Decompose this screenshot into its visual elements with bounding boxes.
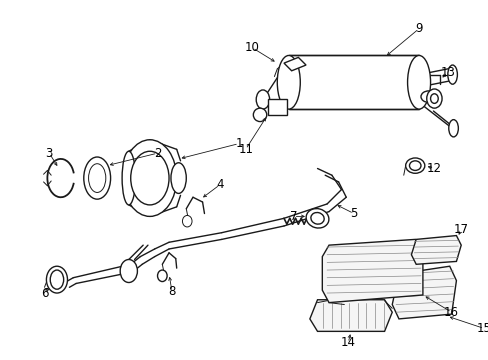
Ellipse shape <box>182 215 192 227</box>
Polygon shape <box>284 57 305 71</box>
Ellipse shape <box>448 120 457 137</box>
Ellipse shape <box>447 65 456 84</box>
Ellipse shape <box>426 89 441 108</box>
Ellipse shape <box>46 266 67 293</box>
Ellipse shape <box>120 260 137 283</box>
Ellipse shape <box>122 151 135 205</box>
Ellipse shape <box>123 140 176 216</box>
Ellipse shape <box>83 157 110 199</box>
Text: 8: 8 <box>168 285 175 298</box>
Polygon shape <box>322 239 422 303</box>
Text: 13: 13 <box>440 66 454 79</box>
Ellipse shape <box>50 270 63 289</box>
Text: 16: 16 <box>443 306 458 319</box>
Text: 3: 3 <box>45 147 53 160</box>
Ellipse shape <box>430 94 437 103</box>
Text: 14: 14 <box>340 336 355 349</box>
Ellipse shape <box>310 212 324 224</box>
Polygon shape <box>288 55 418 109</box>
Text: 12: 12 <box>426 162 441 175</box>
Text: 9: 9 <box>414 22 422 35</box>
Polygon shape <box>309 300 391 331</box>
Text: 11: 11 <box>238 143 253 156</box>
Text: 10: 10 <box>244 41 259 54</box>
Ellipse shape <box>407 55 430 109</box>
Ellipse shape <box>305 208 328 228</box>
Ellipse shape <box>408 161 420 170</box>
Polygon shape <box>267 99 286 115</box>
Text: 1: 1 <box>235 137 242 150</box>
Ellipse shape <box>256 90 269 109</box>
Ellipse shape <box>88 164 105 193</box>
Ellipse shape <box>130 151 169 205</box>
Text: 4: 4 <box>216 178 223 191</box>
Ellipse shape <box>405 158 424 173</box>
Ellipse shape <box>157 270 167 282</box>
Text: 5: 5 <box>349 207 357 220</box>
Text: 2: 2 <box>154 147 161 160</box>
Ellipse shape <box>253 108 266 122</box>
Text: 17: 17 <box>453 223 468 236</box>
Text: 6: 6 <box>41 287 48 300</box>
Ellipse shape <box>171 163 186 193</box>
Text: 7: 7 <box>289 210 297 223</box>
Polygon shape <box>410 235 460 264</box>
Ellipse shape <box>277 55 300 109</box>
Polygon shape <box>391 266 455 319</box>
Text: 15: 15 <box>476 322 488 335</box>
Ellipse shape <box>420 91 435 102</box>
